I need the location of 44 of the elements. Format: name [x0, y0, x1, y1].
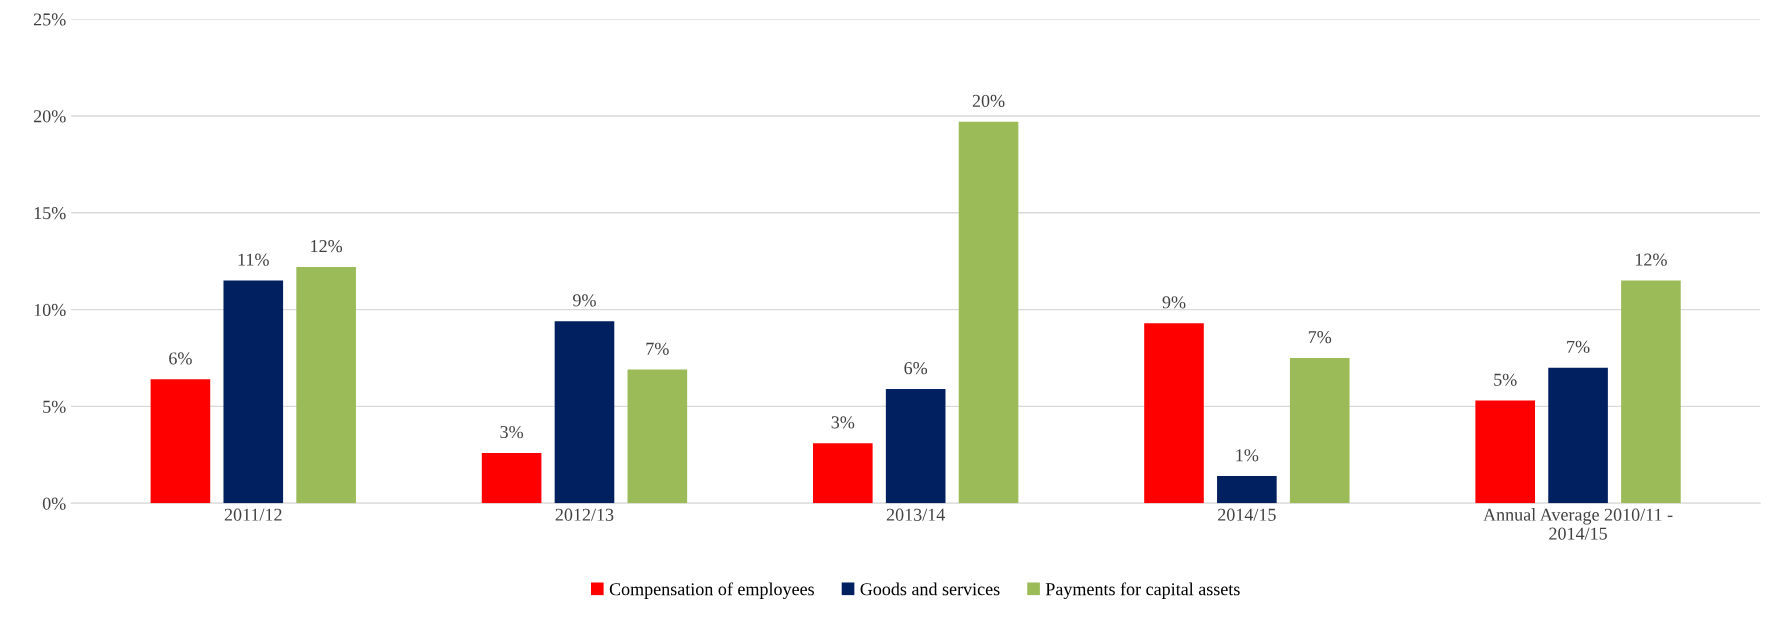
data-label: 6% [169, 352, 192, 365]
bar [223, 280, 284, 504]
bar [627, 369, 688, 504]
y-tick-label: 10% [34, 303, 66, 317]
legend-label: Payments for capital assets [1045, 582, 1240, 600]
data-label: 20% [972, 94, 1005, 108]
data-label: 5% [1494, 373, 1517, 386]
x-tick-label: 2014/15 [1218, 508, 1276, 521]
data-label: 9% [573, 294, 596, 307]
data-label: 6% [904, 362, 928, 375]
bar [150, 379, 211, 504]
bar [885, 388, 946, 504]
data-label: 3% [500, 425, 524, 439]
bar [1289, 357, 1350, 504]
bar [296, 266, 356, 504]
bar [554, 321, 615, 504]
y-tick-label: 20% [33, 110, 66, 123]
y-tick-label: 15% [34, 207, 66, 220]
y-tick-label: 0% [42, 497, 66, 510]
x-tick-label: Annual Average 2010/11 - 2014/15 [1483, 508, 1673, 540]
data-label: 1% [1236, 449, 1259, 462]
x-tick-label: 2013/14 [886, 508, 945, 521]
bar [481, 452, 542, 504]
data-label: 11% [238, 253, 269, 266]
data-label: 3% [831, 416, 855, 429]
bar [1621, 280, 1681, 504]
bar [1475, 400, 1536, 504]
legend-label: Goods and services [860, 582, 1000, 596]
y-tick-label: 5% [43, 400, 66, 413]
x-tick-label: 2012/13 [555, 508, 614, 521]
data-label: 12% [311, 240, 343, 253]
bar [813, 443, 873, 504]
bar [1548, 367, 1608, 504]
y-tick-label: 25% [33, 13, 66, 26]
data-label: 7% [646, 342, 669, 355]
bar [1144, 323, 1204, 504]
bar [1217, 476, 1277, 504]
data-label: 12% [1635, 253, 1667, 266]
bar [958, 121, 1019, 504]
data-label: 7% [1308, 331, 1332, 344]
data-label: 9% [1162, 296, 1186, 309]
data-label: 7% [1567, 340, 1590, 353]
legend-label: Compensation of employees [609, 582, 814, 600]
x-tick-label: 2011/12 [224, 508, 282, 521]
